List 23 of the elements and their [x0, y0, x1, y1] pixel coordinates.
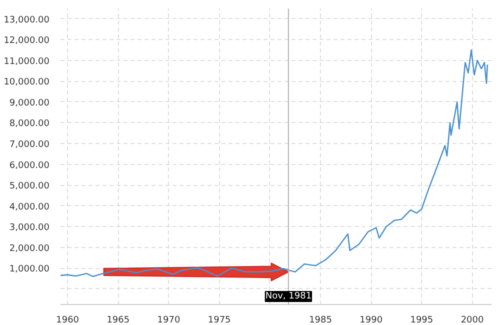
y-tick-label: 13,000.00 — [4, 15, 50, 26]
x-tick-label: 1985 — [309, 316, 332, 325]
y-tick-label: 9,000.00 — [9, 98, 50, 108]
y-tick-label: 12,000.00 — [4, 36, 50, 46]
x-tick-label: 1995 — [410, 316, 434, 325]
line-series — [60, 49, 488, 278]
y-tick-label: 5,000.00 — [9, 182, 50, 192]
y-tick-label: 6,000.00 — [9, 160, 50, 171]
y-tick-label: 8,000.00 — [9, 119, 50, 130]
y-tick-label: 2,000.00 — [9, 244, 50, 254]
y-tick-label: 7,000.00 — [9, 140, 50, 150]
y-tick-label: 4,000.00 — [9, 202, 50, 212]
y-tick-label: 11,000.00 — [4, 56, 50, 67]
x-tick-label: 1965 — [106, 316, 130, 325]
y-tick-label: 10,000.00 — [4, 78, 50, 88]
y-tick-label: 1,000.00 — [9, 264, 50, 275]
x-tick-label: 1970 — [157, 316, 180, 325]
y-tick-label: 3,000.00 — [9, 223, 50, 234]
x-tick-label: 1960 — [56, 316, 80, 325]
x-tick-label: 1975 — [208, 316, 231, 325]
x-tick-label: 2000 — [460, 316, 484, 325]
x-tick-label: 1990 — [360, 316, 383, 325]
ref-line-label: Nov, 1981 — [265, 292, 312, 302]
